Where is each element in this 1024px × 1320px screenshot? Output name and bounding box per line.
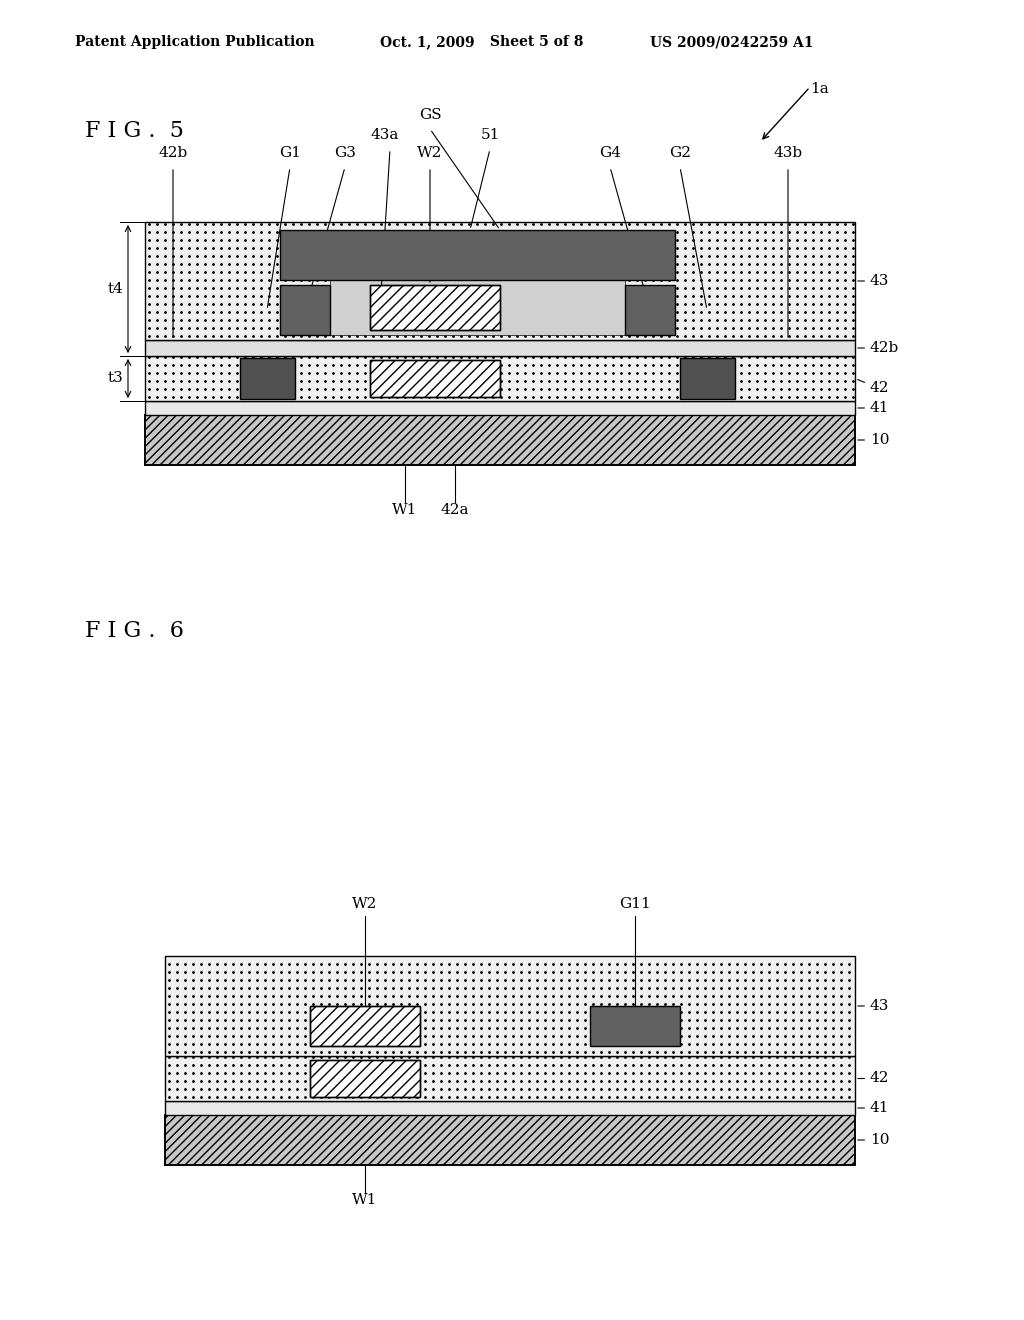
FancyBboxPatch shape [370, 285, 500, 330]
Text: W2: W2 [352, 898, 378, 911]
FancyBboxPatch shape [590, 1006, 680, 1045]
FancyBboxPatch shape [625, 285, 675, 335]
FancyBboxPatch shape [145, 341, 855, 356]
FancyBboxPatch shape [370, 360, 500, 397]
FancyBboxPatch shape [145, 222, 855, 341]
Text: 42b: 42b [858, 341, 899, 355]
Text: G11: G11 [620, 898, 651, 911]
Text: 43a: 43a [371, 128, 399, 143]
Text: 51: 51 [480, 128, 500, 143]
Text: G3: G3 [334, 147, 356, 160]
Text: G1: G1 [279, 147, 301, 160]
FancyBboxPatch shape [330, 280, 625, 335]
Text: G2: G2 [669, 147, 691, 160]
FancyBboxPatch shape [310, 1060, 420, 1097]
Text: 42a: 42a [440, 503, 469, 517]
Text: GS: GS [419, 108, 441, 121]
Text: 43: 43 [858, 999, 890, 1012]
FancyBboxPatch shape [165, 1101, 855, 1115]
Text: Oct. 1, 2009: Oct. 1, 2009 [380, 36, 475, 49]
FancyBboxPatch shape [145, 401, 855, 414]
Text: W2: W2 [418, 147, 442, 160]
Text: Sheet 5 of 8: Sheet 5 of 8 [490, 36, 584, 49]
Text: F I G .  5: F I G . 5 [85, 120, 184, 143]
Text: G4: G4 [599, 147, 621, 160]
Text: W1: W1 [352, 1193, 378, 1206]
Text: F I G .  6: F I G . 6 [85, 620, 184, 642]
FancyBboxPatch shape [680, 358, 735, 399]
Text: t4: t4 [108, 282, 123, 296]
FancyBboxPatch shape [165, 1056, 855, 1101]
FancyBboxPatch shape [165, 956, 855, 1056]
FancyBboxPatch shape [280, 230, 675, 280]
Text: t3: t3 [108, 371, 123, 385]
Text: 42b: 42b [159, 147, 187, 160]
FancyBboxPatch shape [310, 1006, 420, 1045]
Text: 41: 41 [858, 401, 890, 414]
Text: 41: 41 [858, 1101, 890, 1115]
Text: 42: 42 [857, 380, 890, 396]
FancyBboxPatch shape [145, 356, 855, 401]
Text: 10: 10 [858, 1133, 890, 1147]
Text: 43b: 43b [773, 147, 803, 160]
Text: 10: 10 [858, 433, 890, 447]
Text: 1a: 1a [810, 82, 828, 96]
FancyBboxPatch shape [280, 285, 330, 335]
Text: Patent Application Publication: Patent Application Publication [75, 36, 314, 49]
Text: US 2009/0242259 A1: US 2009/0242259 A1 [650, 36, 813, 49]
FancyBboxPatch shape [240, 358, 295, 399]
Text: W1: W1 [392, 503, 418, 517]
FancyBboxPatch shape [165, 1115, 855, 1166]
Text: 42: 42 [858, 1072, 890, 1085]
FancyBboxPatch shape [145, 414, 855, 465]
Text: 43: 43 [858, 275, 890, 288]
